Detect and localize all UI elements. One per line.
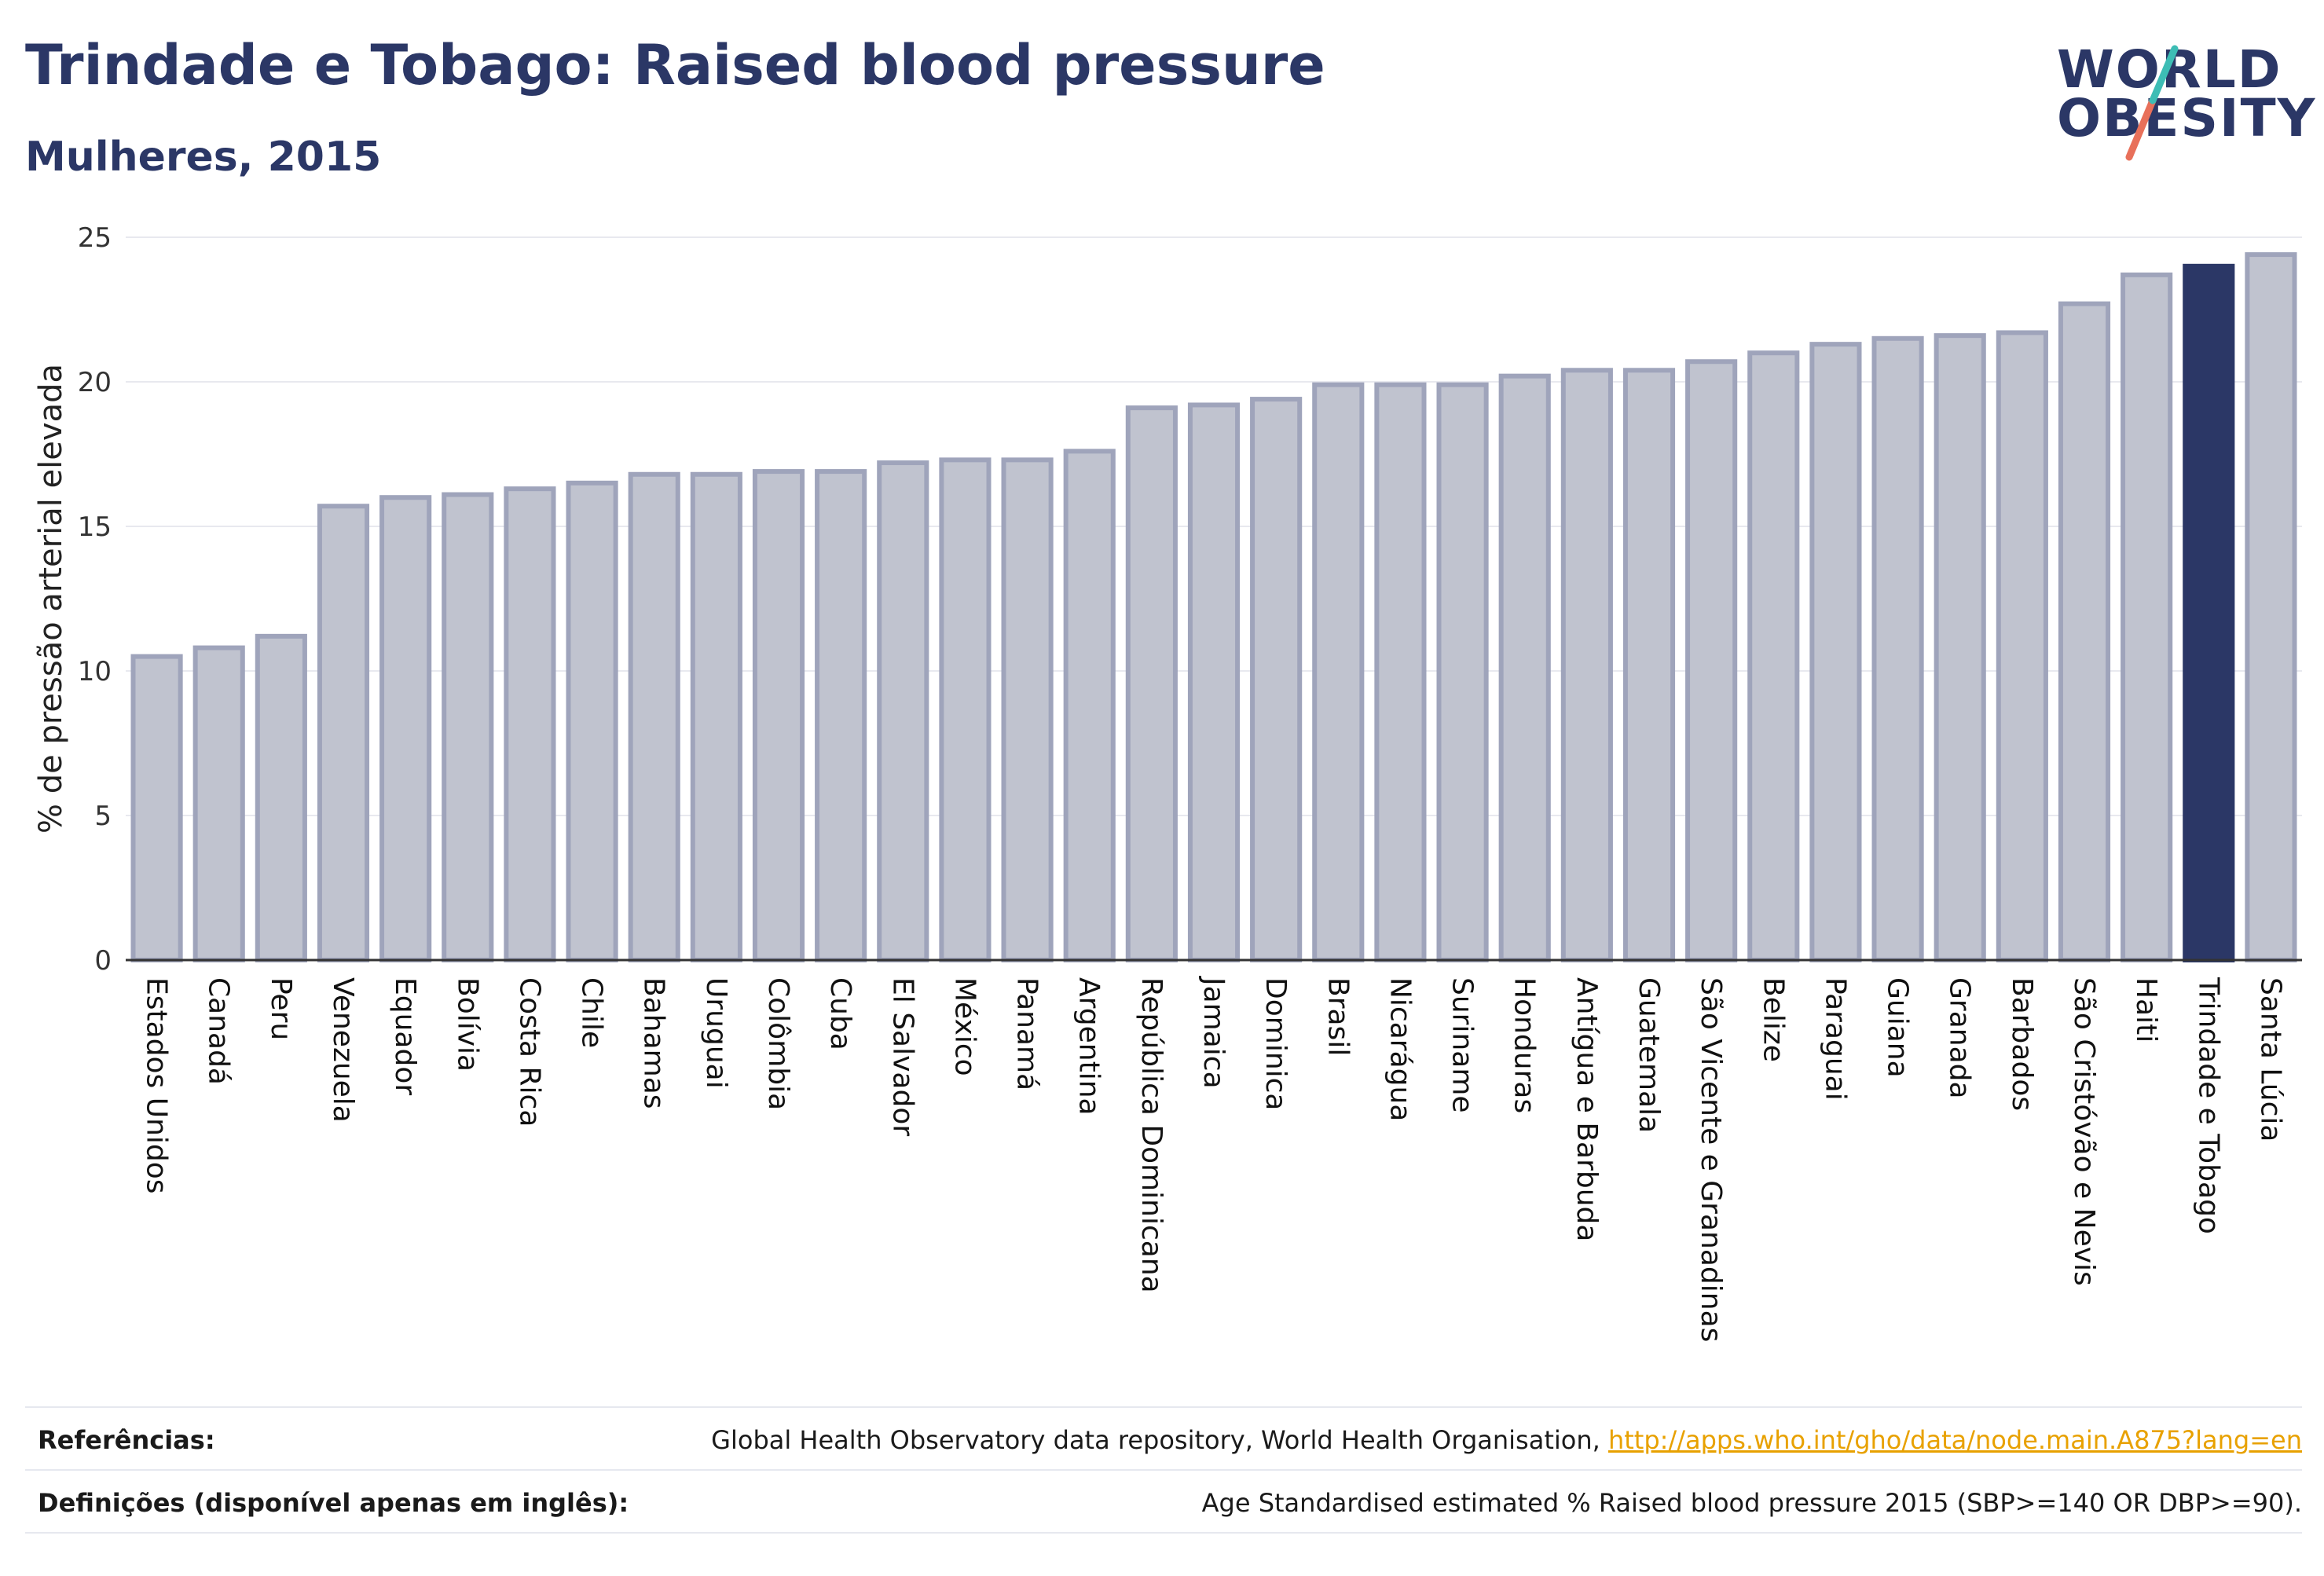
- bar: [1498, 373, 1551, 962]
- x-tick-label: Guiana: [1882, 977, 1914, 1078]
- bar: [317, 504, 370, 962]
- logo-slash-icon: [2125, 45, 2179, 161]
- y-tick-label: 20: [78, 367, 112, 398]
- x-tick-label: Estados Unidos: [141, 977, 173, 1194]
- x-tick-label: Bolívia: [451, 977, 483, 1072]
- bar: [1809, 342, 1862, 963]
- y-tick-label: 25: [78, 222, 112, 254]
- bar: [1747, 350, 1800, 962]
- bar: [1250, 397, 1303, 962]
- references-value: Global Health Observatory data repositor…: [711, 1425, 2302, 1455]
- bar-chart: 0 5 10 15 20 25 % de pressão arterial elevada E…: [33, 222, 2302, 1342]
- bar: [1996, 330, 2048, 962]
- y-tick-label: 15: [78, 511, 112, 543]
- bar: [1063, 449, 1116, 962]
- bar: [379, 495, 432, 962]
- bar: [752, 469, 805, 962]
- x-tick-label: Canadá: [203, 977, 235, 1085]
- x-tick-label: Uruguai: [700, 977, 732, 1089]
- x-tick-label: Brasil: [1321, 977, 1354, 1056]
- x-tick-label: São Cristóvão e Nevis: [2068, 977, 2100, 1286]
- bar: [1374, 382, 1427, 962]
- page-subtitle: Mulheres, 2015: [25, 134, 382, 181]
- references-row: Referências: Global Health Observatory d…: [25, 1406, 2302, 1469]
- bar: [2245, 252, 2297, 962]
- bar: [566, 480, 618, 962]
- x-tick-label: Jamaica: [1197, 976, 1230, 1089]
- x-tick-label: Paraguai: [1819, 977, 1851, 1101]
- definitions-value: Age Standardised estimated % Raised bloo…: [1201, 1488, 2302, 1518]
- bar: [2058, 301, 2111, 962]
- x-tick-label: Peru: [265, 977, 297, 1040]
- x-tick-label: Argentina: [1073, 977, 1105, 1116]
- bar: [192, 645, 245, 962]
- x-tick-label: México: [948, 977, 981, 1076]
- x-tick-label: Chile: [576, 977, 608, 1048]
- bar: [130, 654, 183, 962]
- x-tick-label: Barbados: [2006, 977, 2038, 1111]
- bar: [628, 471, 680, 962]
- x-tick-label: Belize: [1757, 977, 1789, 1062]
- definitions-label: Definições (disponível apenas em inglês)…: [38, 1488, 629, 1518]
- references-text: Global Health Observatory data repositor…: [711, 1425, 1608, 1455]
- x-tick-label: Equador: [389, 977, 421, 1095]
- bar: [255, 633, 307, 963]
- y-tick-label: 0: [94, 945, 112, 977]
- bar: [939, 457, 992, 962]
- bar: [1312, 382, 1365, 962]
- x-tick-label: Costa Rica: [513, 977, 545, 1127]
- bar: [815, 469, 867, 962]
- x-tick-label: Colômbia: [762, 977, 794, 1110]
- bar: [1685, 359, 1738, 962]
- x-tick-label: República Dominicana: [1135, 977, 1167, 1293]
- x-tick-label: Antígua e Barbuda: [1571, 977, 1603, 1241]
- bar: [690, 471, 742, 962]
- bar: [1125, 405, 1178, 962]
- footer-divider: [25, 1532, 2302, 1534]
- x-tick-label: Honduras: [1508, 977, 1541, 1113]
- x-tick-label: Suriname: [1446, 977, 1479, 1113]
- x-tick-label: Trindade e Tobago: [2192, 977, 2224, 1234]
- definitions-row: Definições (disponível apenas em inglês)…: [25, 1469, 2302, 1532]
- bar: [1436, 382, 1489, 962]
- x-tick-label: Guatemala: [1633, 977, 1665, 1133]
- references-label: Referências:: [38, 1425, 215, 1455]
- x-tick-label: Dominica: [1259, 977, 1292, 1111]
- logo-line-2: OBESITY: [2057, 88, 2317, 148]
- x-tick-label: El Salvador: [886, 977, 918, 1136]
- x-tick-label: Bahamas: [638, 977, 670, 1109]
- bar: [504, 486, 556, 962]
- bar: [1560, 368, 1613, 962]
- bar: [1871, 335, 1924, 962]
- x-tick-label: Panamá: [1011, 977, 1043, 1090]
- bar: [1187, 402, 1241, 962]
- x-tick-label: São Vicente e Granadinas: [1695, 977, 1727, 1342]
- x-tick-label: Haiti: [2130, 977, 2162, 1043]
- bar: [877, 460, 929, 962]
- y-tick-label: 5: [94, 801, 112, 832]
- x-tick-label: Venezuela: [327, 977, 359, 1123]
- bar: [2183, 263, 2235, 962]
- references-link[interactable]: http://apps.who.int/gho/data/node.main.A…: [1607, 1425, 2302, 1455]
- y-tick-label: 10: [78, 656, 112, 687]
- y-axis-label: % de pressão arterial elevada: [33, 364, 69, 834]
- x-tick-label: Granada: [1944, 977, 1976, 1099]
- bar: [1934, 333, 1986, 962]
- bar: [442, 492, 494, 962]
- world-obesity-logo: WORLD OBESITY: [2043, 39, 2315, 165]
- x-tick-label: Cuba: [824, 977, 856, 1050]
- bar: [1001, 457, 1054, 962]
- x-tick-label: Santa Lúcia: [2254, 977, 2286, 1142]
- page-title: Trindade e Tobago: Raised blood pressure: [25, 33, 1325, 97]
- bar: [1622, 368, 1676, 962]
- x-tick-label: Nicarágua: [1384, 977, 1416, 1121]
- bar: [2121, 272, 2173, 962]
